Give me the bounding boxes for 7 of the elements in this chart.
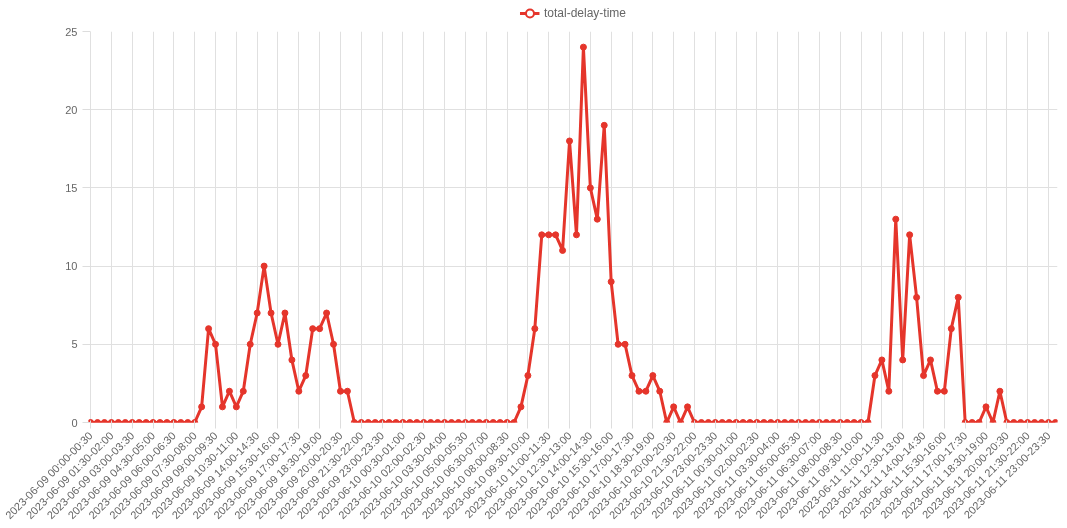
y-tick-label: 0 [71, 416, 78, 429]
y-tick-label: 15 [65, 181, 78, 194]
y-tick-label: 25 [65, 25, 78, 38]
y-tick-label: 10 [65, 260, 78, 273]
y-tick-label: 5 [71, 338, 78, 351]
legend-label: total-delay-time [543, 6, 627, 20]
y-tick-label: 20 [65, 103, 78, 116]
